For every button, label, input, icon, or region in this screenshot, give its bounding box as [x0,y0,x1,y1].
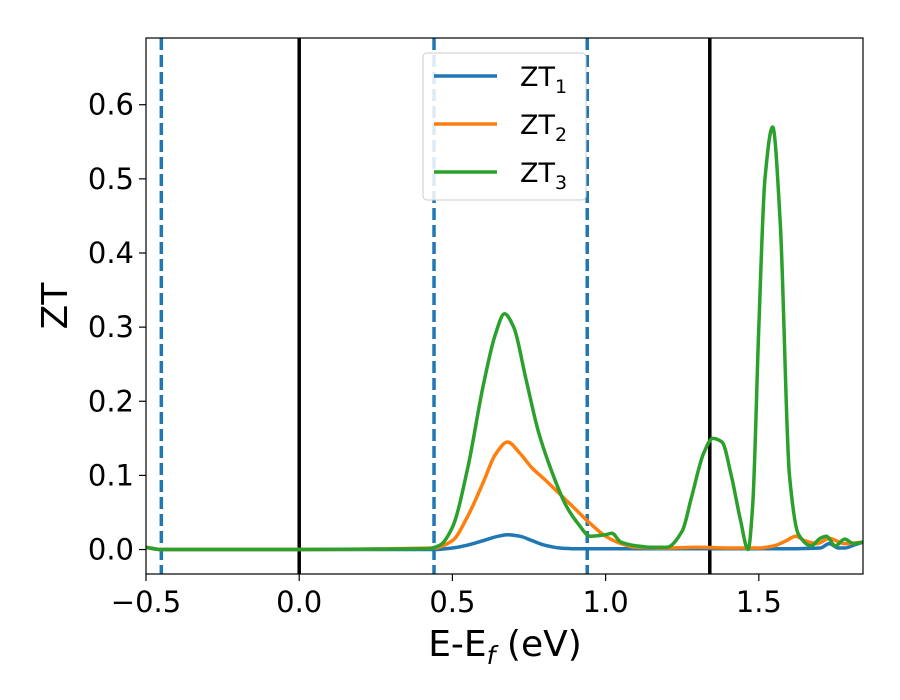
y-axis: 0.0 0.1 0.2 0.3 0.4 0.5 0.6 [88,88,146,567]
x-axis: −0.5 0.0 0.5 1.0 1.5 [111,574,782,619]
legend-label-zt3: ZT3 [520,158,567,194]
y-tick-label: 0.6 [88,88,134,122]
x-tick-label: 0.5 [429,585,475,619]
y-tick-label: 0.3 [88,310,134,344]
series-line-zt2 [146,440,863,552]
y-tick-label: 0.2 [88,384,134,418]
legend-label-zt2: ZT2 [520,110,567,146]
legend: ZT1 ZT2 ZT3 [422,52,587,201]
plot-frame [145,37,864,575]
series-line-zt3 [146,125,863,552]
y-tick-label: 0.0 [88,533,134,567]
x-axis-title-unit: (eV) [495,624,581,665]
x-tick-label: −0.5 [111,585,181,619]
y-tick-label: 0.1 [88,458,134,492]
y-tick-label: 0.4 [88,236,134,270]
y-tick-label: 0.5 [88,162,134,196]
x-axis-title: E-Ef (eV) [428,624,582,670]
x-tick-label: 0.0 [276,585,322,619]
legend-box [422,52,587,201]
x-tick-label: 1.5 [736,585,782,619]
x-axis-title-main: E-E [428,624,486,665]
plot-area [146,38,863,574]
legend-label-zt1: ZT1 [520,62,567,98]
y-axis-title: ZT [35,282,76,330]
x-tick-label: 1.0 [583,585,629,619]
